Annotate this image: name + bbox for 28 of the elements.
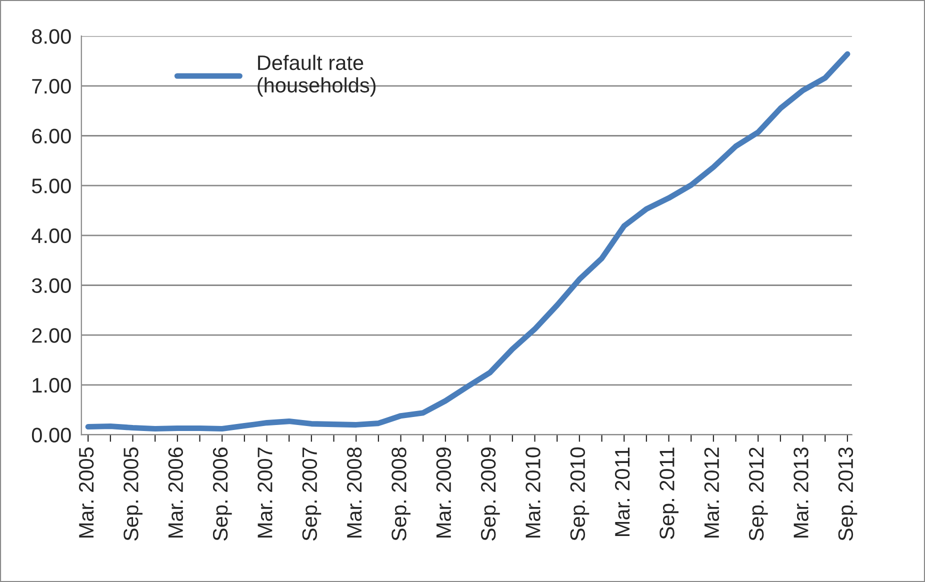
x-tick-label: Mar. 2011: [614, 448, 630, 536]
y-tick-label: 3.00: [32, 278, 71, 294]
y-tick-label: 4.00: [32, 228, 71, 244]
x-tick-label: Sep. 2008: [392, 447, 410, 541]
x-tick-label: Mar. 2006: [168, 447, 184, 538]
y-tick-label: 0.00: [32, 428, 71, 443]
x-tick-label: Mar. 2008: [346, 447, 362, 538]
x-tick-label: Sep. 2005: [124, 447, 142, 541]
y-tick-label: 8.00: [32, 29, 71, 44]
y-tick-label: 7.00: [32, 78, 71, 94]
x-tick-label: Mar. 2005: [78, 447, 94, 538]
x-tick-label: Sep. 2010: [570, 447, 590, 541]
x-tick-label: Mar. 2007: [258, 448, 272, 538]
legend-label: Default rate (households): [258, 54, 376, 97]
x-tick-label: Sep. 2013: [838, 447, 858, 541]
x-tick-label: Sep. 2012: [748, 448, 768, 541]
x-tick-label: Sep. 2007: [302, 448, 322, 541]
x-tick-label: Mar. 2012: [704, 448, 720, 538]
y-tick-label: 1.00: [32, 378, 71, 393]
x-tick-label: Mar. 2009: [436, 448, 452, 538]
y-tick-label: 2.00: [32, 328, 71, 343]
x-tick-label: Mar. 2013: [794, 447, 808, 538]
x-tick-label: Sep. 2011: [660, 448, 678, 540]
x-tick-label: Sep. 2009: [480, 448, 500, 541]
y-tick-label: 5.00: [32, 178, 71, 194]
y-tick-label: 6.00: [32, 128, 71, 144]
x-tick-label: Mar. 2010: [526, 447, 540, 538]
x-tick-label: Sep. 2006: [212, 447, 232, 541]
